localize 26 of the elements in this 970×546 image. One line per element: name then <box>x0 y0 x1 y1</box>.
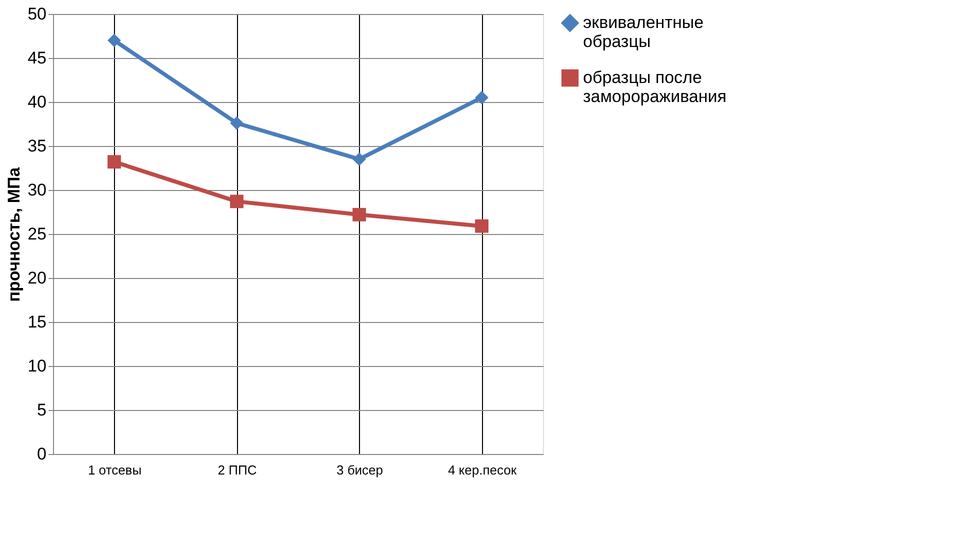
point <box>475 90 488 104</box>
point <box>108 34 121 48</box>
y-tick-label: 10 <box>28 356 46 376</box>
y-tick-label: 40 <box>28 92 46 112</box>
y-tick-label: 5 <box>37 400 46 420</box>
y-tick-label: 50 <box>28 4 46 24</box>
point <box>230 194 244 208</box>
y-tick-label: 30 <box>28 180 46 200</box>
point <box>230 116 244 130</box>
x-tick-label: 1 отсевы <box>88 462 142 478</box>
legend-label: образцы после заморораживания <box>583 68 726 106</box>
y-tick-label: 35 <box>28 136 46 156</box>
y-axis-title: прочность, МПа <box>4 166 24 302</box>
point <box>108 155 121 169</box>
point <box>352 208 366 222</box>
point <box>352 152 366 166</box>
y-tick-label: 25 <box>28 224 46 244</box>
y-tick-label: 45 <box>28 48 46 68</box>
point <box>475 219 488 233</box>
y-tick-label: 0 <box>37 444 46 464</box>
y-tick-label: 15 <box>28 312 46 332</box>
x-tick-label: 3 бисер <box>336 462 384 478</box>
x-tick-label: 4 кер.песок <box>448 462 517 478</box>
legend-label: эквивалентные образцы <box>583 13 704 51</box>
y-tick-label: 20 <box>28 268 46 288</box>
x-tick-label: 2 ППС <box>218 462 257 478</box>
